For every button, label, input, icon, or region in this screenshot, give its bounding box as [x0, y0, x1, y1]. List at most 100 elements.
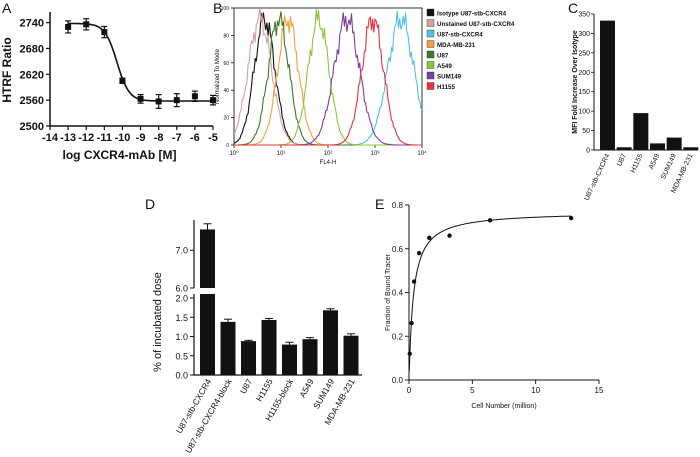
panel-c-y-tick-label: 50 [582, 128, 590, 135]
panel-b-legend-swatch [426, 82, 435, 90]
panel-b-legend-label: U87 [437, 52, 449, 59]
panel-b-y-tick-label: 60 [223, 61, 229, 67]
panel-b-y-tick-label: 40 [223, 88, 229, 94]
panel-d-bar [200, 294, 215, 375]
panel-c-bar [616, 147, 632, 150]
panel-c-x-tick-label: A549 [648, 153, 661, 171]
panel-letter-e: E [375, 196, 384, 212]
panel-e-y-tick-label: 0.6 [392, 245, 404, 254]
panel-b-legend-label: MDA-MB-231 [437, 42, 476, 49]
panel-e-data-point [411, 279, 417, 284]
panel-d-y-tick-label: 6.0 [175, 284, 188, 294]
panel-e-data-point [427, 235, 432, 241]
panel-c-bar [600, 20, 615, 151]
panel-a-data-point [137, 95, 144, 102]
panel-a-fit-curve [68, 22, 213, 102]
panel-a-y-tick-label: 2620 [20, 69, 44, 81]
panel-c-x-tick-label: U87 [616, 153, 628, 168]
panel-d-y-tick-label: 0.5 [175, 351, 188, 361]
panel-e-data-point [447, 233, 452, 238]
panel-e-x-label: Cell Number (million) [471, 403, 536, 410]
panel-b-histogram [234, 15, 422, 146]
panel-b-legend-swatch [426, 71, 435, 80]
panel-d-x-tick-label: A549 [297, 377, 316, 399]
panel-c-y-tick-label: 150 [578, 89, 590, 96]
panel-e-x-tick-label: 0 [407, 386, 412, 395]
panel-b-x-tick-label: 10² [324, 151, 333, 157]
panel-b-legend-label: SUM149 [437, 73, 462, 80]
panel-c-y-tick-label: 200 [578, 70, 590, 77]
panel-e-fit-curve [408, 215, 572, 371]
panel-d-bar [241, 341, 256, 375]
panel-d-y-tick-label: 7.0 [175, 246, 188, 256]
panel-c-bar [683, 147, 699, 150]
panel-c-x-tick-label: U87-stb-CXCR4 [584, 153, 612, 202]
panel-letter-b: B [213, 0, 222, 16]
panel-b-x-tick-label: 10¹ [277, 151, 286, 157]
panel-c-x-tick-label: H1155 [630, 153, 645, 174]
panel-a-data-point [119, 77, 126, 84]
panel-a-x-tick-label: -10 [114, 132, 130, 144]
panel-b-y-tick-label: 80 [223, 33, 229, 39]
panel-letter-a: A [2, 0, 12, 16]
panel-b-frame [233, 7, 423, 146]
panel-b-x-tick-label: 10³ [371, 151, 380, 157]
panel-d-y-tick-label: 1.0 [175, 332, 188, 342]
panel-d-bar [220, 321, 236, 375]
panel-c-x-tick-label: SUM149 [660, 153, 678, 181]
panel-b-legend-swatch [426, 50, 435, 59]
panel-a-x-tick-label: -8 [154, 132, 164, 144]
panel-b-legend-label: A549 [437, 63, 452, 70]
panel-c-y-tick-label: 300 [578, 31, 590, 38]
panel-e-x-tick-label: 5 [470, 386, 475, 395]
panel-a-y-label: HTRF Ratio [0, 37, 14, 102]
panel-b-legend-label: H1155 [437, 84, 455, 91]
panel-c-y-label: MFI Fold Increase Over Isotype [572, 30, 579, 134]
panel-d-y-label: % of incubated dose [152, 272, 164, 372]
panel-c-y-tick-label: 0 [586, 148, 590, 155]
panel-d-bar [343, 335, 359, 375]
panel-b-histogram [234, 8, 422, 146]
panel-a-x-tick-label: -7 [172, 132, 182, 144]
panel-d-y-tick-label: 0.0 [175, 371, 188, 381]
panel-e-data-point [487, 218, 493, 223]
panel-b-y-tick-label: 20 [223, 116, 229, 122]
panel-e-y-tick-label: 0.2 [392, 332, 404, 341]
panel-a-y-tick-label: 2560 [20, 95, 44, 107]
panel-d-bar [261, 319, 277, 375]
panel-d-bar [323, 310, 338, 375]
panel-d-x-tick-label: H1155 [254, 377, 275, 403]
panel-a-data-point [173, 97, 180, 104]
panel-b-histogram [233, 7, 422, 146]
panel-a-y-tick-label: 2740 [20, 18, 44, 30]
panel-letter-d: D [145, 196, 155, 212]
panel-e-x-tick-label: 15 [595, 386, 604, 395]
panel-b-legend-swatch [426, 8, 435, 17]
panel-a-x-tick-label: -6 [190, 132, 200, 144]
panel-b-y-tick-label: 0 [226, 143, 229, 149]
panel-letter-c: C [568, 0, 578, 16]
panel-e-data-point [416, 250, 422, 256]
panel-e-data-point [407, 351, 412, 356]
panel-a-x-tick-label: -9 [136, 132, 146, 144]
panel-e-data-point [409, 320, 414, 326]
panel-b-legend-swatch [426, 19, 435, 27]
panel-e-y-tick-label: 0.0 [392, 376, 404, 385]
panel-c-y-tick-label: 250 [578, 50, 590, 57]
panel-a-y-tick-label: 2680 [20, 43, 44, 55]
panel-a-x-tick-label: -11 [97, 132, 112, 144]
panel-d-bar [200, 229, 215, 288]
panel-a-data-point [210, 97, 216, 104]
panel-e-data-point [568, 215, 574, 221]
panel-a-x-tick-label: -14 [42, 132, 59, 144]
panel-c-y-tick-label: 350 [578, 12, 590, 19]
panel-b-x-tick-label: 10⁰ [229, 150, 239, 157]
panel-a-data-point [191, 93, 198, 100]
panel-d-x-tick-label: U87 [238, 377, 255, 396]
panel-a-x-tick-label: -5 [208, 132, 218, 144]
panel-b-x-tick-label: 10⁴ [417, 150, 427, 157]
panel-c-y-tick-label: 100 [578, 109, 590, 116]
panel-b-y-tick-label: 100 [221, 6, 230, 12]
